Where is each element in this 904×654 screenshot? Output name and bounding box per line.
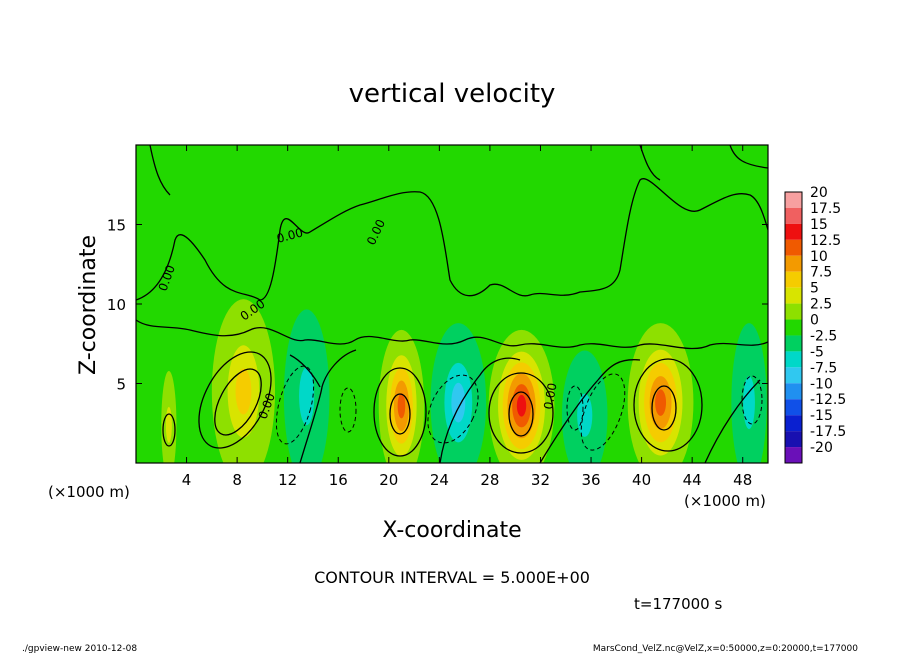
x-axis-ticks: 4 8 12 16 20 24 28 32 36 40 44 48 (182, 145, 752, 489)
x-tick-label: 44 (683, 471, 702, 489)
colorbar-swatch (785, 351, 802, 368)
colorbar-swatch (785, 431, 802, 448)
colorbar-label: 15 (810, 217, 828, 233)
colorbar-label: -12.5 (810, 392, 846, 408)
colorbar-label: -17.5 (810, 424, 846, 440)
y-tick-label: 15 (107, 217, 126, 235)
velocity-cell-level (516, 394, 527, 417)
y-axis-ticks: 5 10 15 (107, 217, 768, 394)
x-tick-label: 16 (329, 471, 348, 489)
velocity-cell (561, 350, 608, 463)
x-tick-label: 4 (182, 471, 192, 489)
colorbar-swatch (785, 287, 802, 304)
colorbar-swatch (785, 207, 802, 224)
negative-contour-lines (275, 365, 763, 451)
colorbar-label: -10 (810, 376, 833, 392)
velocity-cell (283, 309, 330, 463)
colorbar-label: 20 (810, 185, 828, 201)
colorbar-label: 7.5 (810, 265, 832, 281)
colorbar-label: 17.5 (810, 201, 841, 217)
velocity-cell (430, 323, 487, 463)
velocity-cell (627, 323, 694, 463)
velocity-cell (161, 370, 177, 463)
colorbar-frame (784, 191, 803, 464)
y-axis-label: Z-coordinate (76, 235, 101, 375)
velocity-cell (731, 323, 767, 463)
colorbar-swatch (785, 192, 802, 208)
colorbar: 2017.51512.5107.552.50-2.5-5-7.5-10-12.5… (784, 185, 846, 464)
colorbar-swatch (785, 399, 802, 416)
footer-right: MarsCond_VelZ.nc@VelZ,x=0:50000,z=0:2000… (593, 644, 858, 654)
colorbar-label: -5 (810, 344, 824, 360)
x-axis-label: X-coordinate (382, 518, 521, 543)
y-tick-label: 5 (116, 376, 126, 394)
x-tick-label: 24 (430, 471, 449, 489)
colorbar-swatch (785, 383, 802, 400)
colorbar-swatch (785, 335, 802, 352)
x-axis-unit-right: (×1000 m) (684, 492, 766, 510)
x-tick-label: 28 (480, 471, 499, 489)
colorbar-label: -20 (810, 440, 833, 456)
colorbar-label: 0 (810, 313, 819, 329)
colorbar-swatch (785, 319, 802, 336)
y-tick-label: 10 (107, 296, 126, 314)
velocity-cell-level (235, 368, 252, 415)
x-tick-label: 12 (278, 471, 297, 489)
colorbar-swatch (785, 303, 802, 320)
colorbar-swatch (785, 367, 802, 384)
colorbar-label: 5 (810, 281, 819, 297)
chart-title: vertical velocity (349, 79, 556, 109)
velocity-cell-level (577, 393, 593, 437)
velocity-cells (161, 299, 767, 463)
colorbar-label: -7.5 (810, 360, 837, 376)
colorbar-swatch (785, 239, 802, 256)
colorbar-swatch (785, 223, 802, 240)
colorbar-swatch (785, 271, 802, 288)
velocity-cell-level (451, 382, 466, 423)
contour-label: 0.00 (275, 225, 304, 245)
colorbar-label: -2.5 (810, 328, 837, 344)
contour-label: 0.00 (541, 382, 559, 411)
zero-contour-lines (136, 145, 768, 463)
contour-interval-text: CONTOUR INTERVAL = 5.000E+00 (314, 568, 590, 587)
footer-left: ./gpview-new 2010-12-08 (22, 644, 137, 654)
velocity-cell (378, 329, 425, 463)
x-tick-label: 8 (232, 471, 242, 489)
velocity-cell (488, 329, 555, 463)
x-tick-label: 36 (581, 471, 600, 489)
colorbar-swatch (785, 415, 802, 432)
x-axis-unit-left: (×1000 m) (48, 483, 130, 501)
colorbar-label: 2.5 (810, 297, 832, 313)
x-tick-label: 20 (379, 471, 398, 489)
colorbar-swatch (785, 447, 802, 463)
velocity-cell-level (165, 406, 172, 443)
velocity-cell-level (397, 393, 406, 419)
time-text: t=177000 s (634, 595, 722, 613)
colorbar-label: -15 (810, 408, 833, 424)
colorbar-swatch (785, 255, 802, 272)
colorbar-label: 12.5 (810, 233, 841, 249)
plot-area: 0.000.000.000.000.00 0.00 (136, 145, 768, 463)
colorbar-label: 10 (810, 249, 828, 265)
x-tick-label: 40 (632, 471, 651, 489)
velocity-cell-level (655, 389, 667, 416)
x-tick-label: 48 (733, 471, 752, 489)
x-tick-label: 32 (531, 471, 550, 489)
